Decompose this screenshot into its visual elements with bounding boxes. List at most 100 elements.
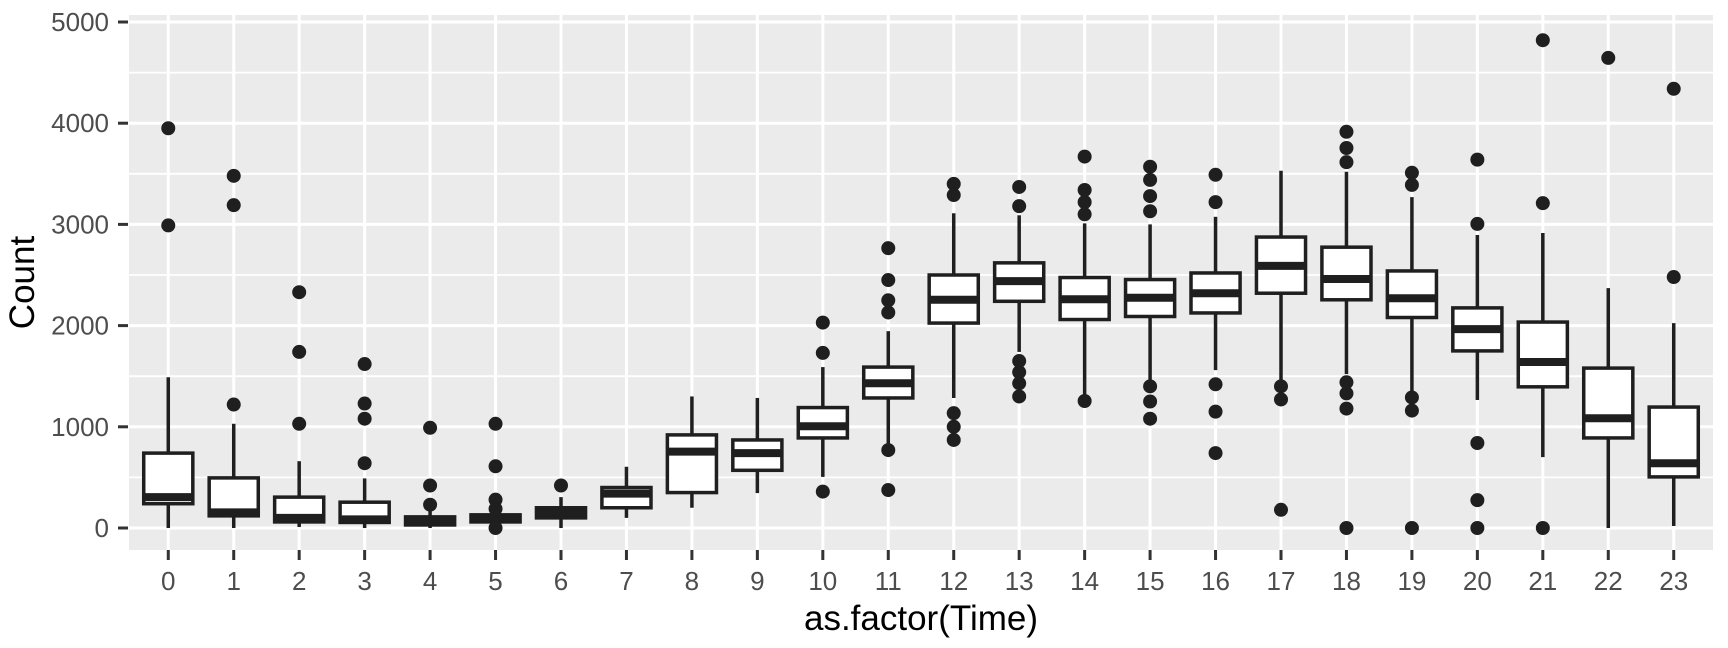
outlier-dot — [1339, 375, 1354, 390]
x-axis-tick-labels: 0 1 2 3 4 5 6 7 8 9 10 11 12 13 14 15 16 17 18 19 20 21 22 23 — [161, 566, 1688, 596]
outlier-dot — [357, 357, 372, 372]
boxplot-hour-0 — [141, 121, 195, 528]
boxplot-hour-11 — [861, 241, 915, 498]
outlier-dot — [1143, 172, 1158, 187]
x-tick-label: 4 — [423, 566, 437, 596]
y-axis-tick-labels: 0 1000 2000 3000 4000 5000 — [51, 7, 109, 543]
outlier-dot — [1470, 493, 1485, 508]
x-tick-label: 18 — [1332, 566, 1361, 596]
outlier-dot — [1404, 403, 1419, 418]
x-tick-label: 19 — [1397, 566, 1426, 596]
outlier-dot — [226, 198, 241, 213]
boxplot-hour-13 — [992, 179, 1046, 404]
outlier-dot — [1404, 165, 1419, 180]
outlier-dot — [423, 420, 438, 435]
outlier-dot — [161, 121, 176, 136]
x-tick-label: 14 — [1070, 566, 1099, 596]
y-tick-label: 4000 — [51, 108, 109, 138]
outlier-dot — [1470, 152, 1485, 167]
outlier-dot — [1339, 401, 1354, 416]
outlier-dot — [815, 484, 830, 499]
outlier-dot — [1012, 354, 1027, 369]
iqr-box — [1581, 366, 1635, 440]
outlier-dot — [1077, 182, 1092, 197]
outlier-dot — [881, 273, 896, 288]
outlier-dot — [1535, 196, 1550, 211]
x-tick-label: 12 — [939, 566, 968, 596]
outlier-dot — [1470, 521, 1485, 535]
outlier-dot — [1404, 390, 1419, 405]
x-tick-label: 3 — [357, 566, 371, 596]
x-tick-label: 7 — [619, 566, 633, 596]
outlier-dot — [1339, 140, 1354, 155]
x-axis-title: as.factor(Time) — [804, 599, 1038, 638]
x-axis-ticks — [166, 550, 1676, 560]
outlier-dot — [1143, 379, 1158, 394]
outlier-dot — [423, 478, 438, 493]
outlier-dot — [881, 443, 896, 458]
plot-panel — [129, 15, 1713, 550]
y-axis-title: Count — [3, 236, 42, 330]
x-tick-label: 9 — [750, 566, 764, 596]
outlier-dot — [161, 218, 176, 233]
outlier-dot — [292, 344, 307, 359]
boxplots — [141, 33, 1701, 535]
x-tick-label: 1 — [226, 566, 240, 596]
outlier-dot — [1012, 365, 1027, 380]
iqr-box — [1516, 320, 1570, 389]
outlier-dot — [946, 419, 961, 434]
outlier-dot — [554, 478, 568, 493]
x-tick-label: 2 — [292, 566, 306, 596]
boxplot-hour-23 — [1647, 81, 1701, 526]
outlier-dot — [488, 521, 503, 535]
x-tick-label: 6 — [554, 566, 568, 596]
outlier-dot — [357, 411, 372, 426]
x-tick-label: 0 — [161, 566, 175, 596]
outlier-dot — [1404, 521, 1419, 535]
outlier-dot — [1208, 195, 1223, 210]
outlier-dot — [1208, 377, 1223, 392]
outlier-dot — [1143, 204, 1158, 219]
outlier-dot — [815, 345, 830, 360]
outlier-dot — [292, 416, 307, 431]
x-tick-label: 13 — [1005, 566, 1034, 596]
iqr-box — [665, 433, 719, 495]
outlier-dot — [423, 497, 438, 512]
boxplot-hour-14 — [1058, 149, 1111, 408]
outlier-dot — [1339, 521, 1354, 535]
outlier-dot — [881, 305, 896, 320]
x-tick-label: 8 — [685, 566, 699, 596]
x-tick-label: 15 — [1136, 566, 1165, 596]
outlier-dot — [881, 293, 896, 308]
outlier-dot — [1535, 33, 1550, 48]
x-tick-label: 20 — [1463, 566, 1492, 596]
outlier-dot — [292, 285, 307, 300]
y-tick-label: 2000 — [51, 311, 109, 341]
outlier-dot — [1077, 195, 1092, 210]
outlier-dot — [1339, 386, 1354, 401]
y-tick-label: 0 — [95, 513, 109, 543]
boxplot-hour-20 — [1451, 152, 1504, 535]
x-tick-label: 22 — [1594, 566, 1623, 596]
boxplot-hour-5 — [469, 416, 522, 535]
boxplot-hour-6 — [534, 478, 588, 528]
x-tick-label: 17 — [1267, 566, 1296, 596]
outlier-dot — [1012, 179, 1027, 194]
outlier-dot — [946, 432, 961, 447]
boxplot-hour-19 — [1385, 165, 1439, 535]
x-tick-label: 16 — [1201, 566, 1230, 596]
outlier-dot — [357, 396, 372, 411]
boxplot-hour-21 — [1516, 33, 1570, 535]
boxplot-hour-22 — [1581, 50, 1635, 528]
outlier-dot — [1143, 159, 1158, 174]
outlier-dot — [1208, 167, 1223, 182]
outlier-dot — [1012, 199, 1027, 214]
outlier-dot — [1274, 379, 1288, 394]
boxplot-hour-16 — [1189, 167, 1242, 461]
x-tick-label: 21 — [1528, 566, 1557, 596]
outlier-dot — [1012, 389, 1027, 404]
y-tick-label: 3000 — [51, 209, 109, 239]
boxplot-hour-9 — [731, 397, 784, 494]
